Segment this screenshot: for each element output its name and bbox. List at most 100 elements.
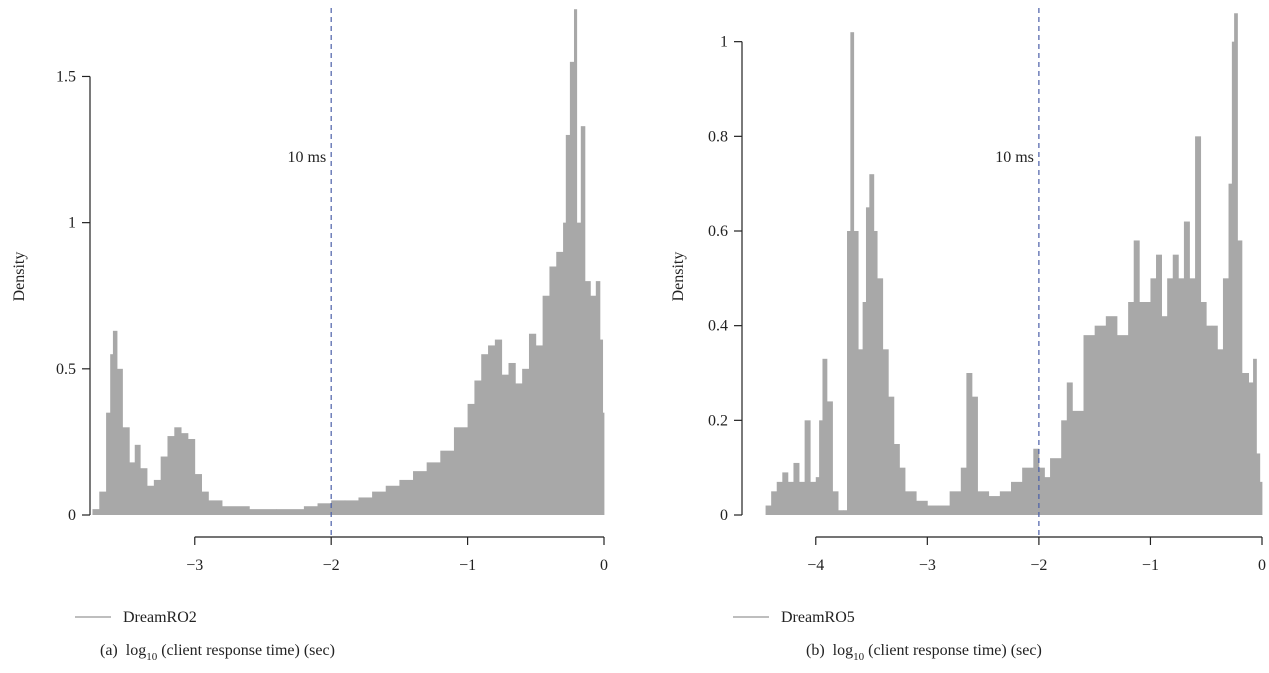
x-axis: −3 −2 −1 0 — [186, 536, 608, 574]
histogram-bar — [426, 462, 441, 515]
histogram-bar — [92, 509, 100, 515]
histogram-bar — [1256, 453, 1261, 515]
x-tick-label: −2 — [323, 557, 340, 574]
y-tick-label: 0.6 — [708, 223, 728, 240]
y-tick-label: 1.5 — [56, 68, 76, 85]
caption-log: log — [126, 642, 146, 659]
histogram-bar — [960, 467, 967, 515]
histogram-bars — [765, 13, 1263, 516]
histogram-bar — [1094, 325, 1107, 515]
y-tick-label: 0 — [720, 507, 728, 524]
histogram-bar — [174, 427, 182, 515]
histogram-bar — [832, 491, 839, 515]
histogram-bar — [201, 491, 209, 515]
histogram-bar — [988, 496, 1001, 515]
histogram-bar — [181, 433, 189, 515]
histogram-bar — [905, 491, 917, 515]
histogram-bar — [799, 481, 806, 515]
histogram-bar — [838, 510, 845, 515]
histogram-bar — [877, 278, 884, 515]
histogram-bar — [344, 500, 359, 515]
histogram-bar — [249, 509, 278, 515]
histogram-bar — [194, 474, 202, 515]
histogram-bar — [1189, 278, 1196, 515]
histogram-bar — [1217, 349, 1224, 515]
histogram-bar — [893, 444, 900, 515]
histogram-bar — [576, 222, 582, 515]
legend-label: DreamRO2 — [123, 609, 197, 626]
histogram-bar — [1105, 316, 1118, 515]
histogram-bar — [776, 481, 783, 515]
histogram-bar — [501, 374, 509, 515]
histogram-bar — [1044, 477, 1051, 515]
histogram-bar — [474, 380, 482, 515]
histogram-bar — [481, 354, 489, 515]
x-tick-label: −3 — [186, 557, 203, 574]
histogram-bar — [522, 368, 530, 515]
histogram-bar — [1206, 325, 1213, 515]
histogram-bar — [899, 467, 906, 515]
histogram-bar — [317, 503, 332, 515]
reference-line-label: 10 ms — [288, 149, 327, 166]
histogram-bar — [858, 349, 864, 515]
caption-panel-label: (b) — [806, 642, 825, 659]
histogram-bar — [1200, 302, 1207, 515]
panel-caption: (b) log10 (client response time) (sec) — [806, 642, 1042, 663]
histogram-bar — [862, 302, 867, 515]
y-tick-label: 1 — [68, 215, 76, 232]
x-axis: −4 −3 −2 −1 0 — [807, 536, 1266, 574]
histogram-bar — [565, 134, 571, 516]
histogram-bar — [977, 491, 990, 515]
histogram-bar — [1128, 302, 1135, 515]
x-tick-label: 0 — [1258, 557, 1266, 574]
histogram-bar — [584, 281, 591, 515]
histogram-bar — [815, 477, 820, 515]
x-tick-label: −1 — [1142, 557, 1159, 574]
histogram-bar — [580, 126, 586, 515]
x-tick-label: −2 — [1030, 557, 1047, 574]
histogram-bar — [804, 420, 811, 515]
histogram-bar — [140, 468, 148, 515]
caption-suffix: (client response time) (sec) — [864, 642, 1042, 659]
legend: DreamRO5 — [733, 609, 855, 626]
histogram-bar — [440, 450, 455, 515]
x-tick-label: −3 — [919, 557, 936, 574]
histogram-bar — [1139, 302, 1151, 515]
histogram-bar — [1161, 316, 1168, 515]
histogram-bar — [787, 481, 794, 515]
y-axis: 0 0.5 1 1.5 Density — [11, 68, 91, 524]
histogram-bar — [147, 485, 155, 515]
histogram-bar — [882, 349, 889, 515]
histogram-bar — [453, 427, 468, 515]
reference-line-label: 10 ms — [995, 149, 1034, 166]
histogram-bar — [819, 420, 823, 515]
histogram-bar — [810, 481, 817, 515]
histogram-bar — [1011, 481, 1023, 515]
histogram-bar — [971, 396, 978, 515]
histogram-bar — [966, 373, 973, 515]
histogram-bar — [358, 497, 373, 515]
panel-caption: (a) log10 (client response time) (sec) — [100, 642, 335, 663]
histogram-bar — [331, 500, 346, 515]
histogram-bar — [826, 401, 833, 515]
histogram-bar — [222, 506, 250, 515]
histogram-bar — [1259, 481, 1263, 515]
histogram-bar — [1222, 278, 1229, 515]
x-tick-label: 0 — [600, 557, 608, 574]
histogram-bar — [916, 500, 928, 515]
histogram-bar — [602, 412, 605, 515]
histogram-bar — [112, 330, 118, 515]
histogram-bars — [92, 9, 605, 516]
histogram-bar — [167, 436, 175, 515]
y-tick-label: 0 — [68, 507, 76, 524]
histogram-bar — [508, 362, 516, 515]
histogram-bar — [528, 333, 537, 515]
histogram-bar — [1248, 382, 1254, 515]
histogram-bar — [865, 207, 870, 516]
histogram-bar — [590, 295, 597, 515]
x-tick-label: −1 — [459, 557, 476, 574]
histogram-bar — [413, 471, 428, 515]
caption-spacer — [825, 642, 833, 659]
histogram-bar — [1195, 136, 1202, 516]
histogram-bar — [1231, 41, 1235, 516]
